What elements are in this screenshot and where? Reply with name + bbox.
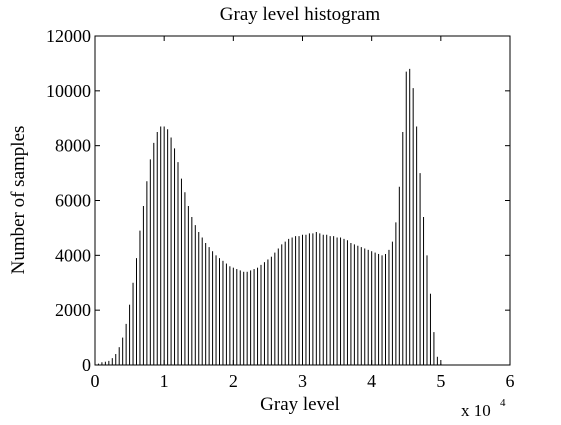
x-axis-multiplier: x 10	[461, 401, 491, 420]
y-tick-label: 8000	[55, 136, 91, 156]
x-tick-label: 2	[229, 371, 238, 391]
x-tick-label: 1	[160, 371, 169, 391]
y-tick-label: 6000	[55, 191, 91, 211]
y-tick-label: 0	[82, 355, 91, 375]
x-tick-label: 5	[436, 371, 445, 391]
x-tick-label: 0	[91, 371, 100, 391]
x-tick-label: 4	[367, 371, 376, 391]
y-axis-label: Number of samples	[8, 126, 29, 275]
y-tick-label: 12000	[46, 26, 91, 46]
y-tick-label: 10000	[46, 81, 91, 101]
x-axis: 0 1 2 3 4 5 6	[91, 36, 515, 391]
x-tick-label: 6	[506, 371, 515, 391]
y-tick-label: 4000	[55, 245, 91, 265]
x-axis-label: Gray level	[260, 394, 340, 415]
y-axis: 0 2000 4000 6000 8000 10000 12000	[46, 26, 510, 375]
y-tick-label: 2000	[55, 300, 91, 320]
x-axis-multiplier-exponent: 4	[500, 397, 506, 409]
bar-group	[97, 68, 442, 365]
chart-title: Gray level histogram	[220, 4, 381, 25]
x-tick-label: 3	[298, 371, 307, 391]
